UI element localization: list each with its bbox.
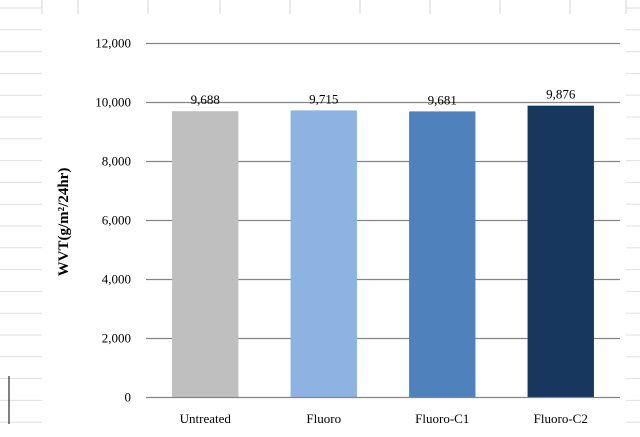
bars <box>172 105 594 398</box>
x-tick-label: Fluoro-C2 <box>534 411 588 426</box>
y-axis-title: WVT(g/m²/24hr) <box>56 168 72 277</box>
bar-fluoro-c2 <box>527 105 594 398</box>
x-axis-ticks: Untreated Fluoro Fluoro-C1 Fluoro-C2 <box>180 411 588 426</box>
data-label: 9,688 <box>191 92 220 107</box>
data-label: 9,681 <box>428 92 457 107</box>
y-tick-label: 6,000 <box>102 213 131 228</box>
x-tick-label: Fluoro <box>306 411 341 426</box>
y-tick-label: 12,000 <box>95 36 131 51</box>
y-tick-label: 10,000 <box>95 95 131 110</box>
bar-untreated <box>172 111 239 397</box>
spreadsheet-background <box>0 0 640 424</box>
bar-fluoro-c1 <box>409 111 476 398</box>
y-tick-label: 2,000 <box>102 331 131 346</box>
y-tick-label: 4,000 <box>102 272 131 287</box>
x-tick-label: Fluoro-C1 <box>415 411 469 426</box>
data-labels: 9,688 9,715 9,681 9,876 <box>191 87 576 108</box>
x-tick-label: Untreated <box>180 411 232 426</box>
y-tick-label: 8,000 <box>102 154 131 169</box>
data-label: 9,876 <box>546 87 576 102</box>
bar-fluoro <box>290 110 357 397</box>
y-tick-label: 0 <box>125 390 132 405</box>
y-axis-ticks: 0 2,000 4,000 6,000 8,000 10,000 12,000 <box>95 36 131 405</box>
data-label: 9,715 <box>309 91 338 106</box>
